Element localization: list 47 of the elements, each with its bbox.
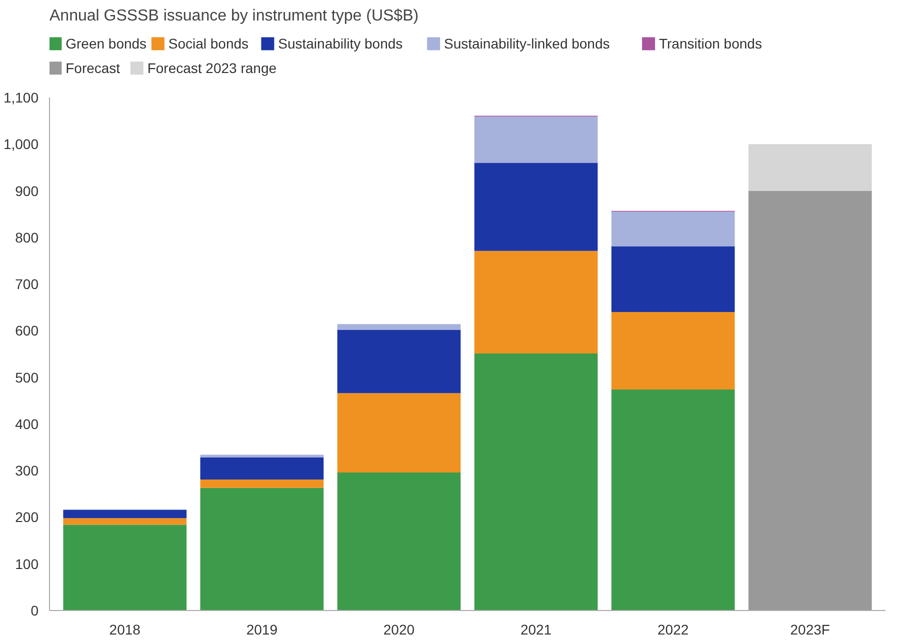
bar [200, 488, 324, 610]
bar [63, 510, 187, 518]
bar [611, 246, 735, 312]
legend-label: Social bonds [168, 36, 249, 52]
y-tick-label: 900 [15, 182, 39, 199]
legend-label: Forecast [66, 60, 120, 76]
y-tick-label: 1,100 [3, 90, 39, 106]
x-tick-label: 2023F [790, 622, 830, 638]
x-tick-label: 2022 [658, 622, 689, 638]
bar [200, 454, 324, 458]
bar [337, 324, 461, 330]
y-tick-label: 100 [15, 556, 39, 572]
y-tick-label: 400 [15, 416, 39, 432]
bar [474, 116, 598, 163]
x-tick-label: 2018 [109, 622, 141, 638]
y-tick-label: 200 [15, 509, 39, 526]
bar [474, 250, 598, 354]
y-tick-label: 1,000 [3, 136, 39, 152]
y-tick-label: 700 [15, 276, 39, 292]
bar [337, 472, 461, 610]
bar [337, 393, 461, 472]
bar [337, 330, 461, 394]
legend-label: Forecast 2023 range [147, 60, 277, 76]
bar [200, 458, 324, 480]
legend-label: Sustainability bonds [278, 36, 403, 52]
y-tick-label: 600 [15, 322, 39, 339]
y-tick-label: 500 [15, 369, 39, 386]
bar [474, 354, 598, 610]
legend-label: Green bonds [66, 36, 147, 52]
bar [748, 190, 872, 610]
x-tick-label: 2020 [383, 622, 415, 638]
legend-label: Sustainability-linked bonds [444, 36, 610, 52]
bar [611, 389, 735, 610]
bar [611, 212, 735, 246]
y-tick-label: 300 [15, 462, 39, 479]
bar [200, 479, 324, 488]
bar [748, 144, 872, 191]
chart-title: Annual GSSSB issuance by instrument type (US$B) [50, 8, 419, 24]
bar [611, 312, 735, 390]
y-tick-label: 800 [15, 229, 39, 246]
bar [63, 518, 187, 525]
x-tick-label: 2019 [246, 622, 278, 638]
x-tick-label: 2021 [520, 622, 552, 638]
bar [474, 162, 598, 251]
legend-label: Transition bonds [658, 36, 762, 52]
bar [63, 524, 187, 610]
y-tick-label: 0 [30, 602, 39, 618]
